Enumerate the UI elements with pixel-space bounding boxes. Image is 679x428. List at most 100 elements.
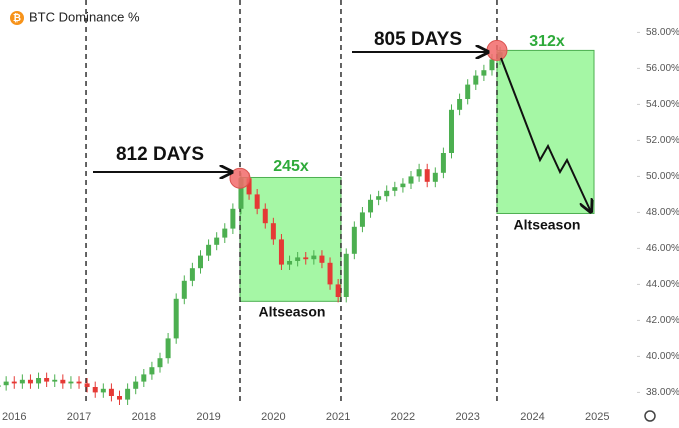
y-tick-label: 40.00% bbox=[646, 351, 679, 362]
bitcoin-icon bbox=[10, 11, 24, 25]
candle-body bbox=[165, 338, 171, 359]
candle-body bbox=[262, 208, 268, 224]
x-tick-label: 2019 bbox=[196, 411, 220, 423]
candle-body bbox=[432, 172, 438, 182]
candle-body bbox=[351, 226, 357, 254]
x-tick-label: 2021 bbox=[326, 411, 350, 423]
candle-body bbox=[52, 379, 58, 382]
candle-body bbox=[392, 187, 398, 191]
x-tick-label: 2018 bbox=[132, 411, 156, 423]
candle-body bbox=[149, 367, 155, 375]
candle-body bbox=[368, 199, 374, 213]
candle-body bbox=[319, 255, 325, 263]
y-tick-label: 44.00% bbox=[646, 279, 679, 290]
candle-body bbox=[27, 379, 33, 384]
candle-body bbox=[141, 374, 147, 382]
peak-marker bbox=[486, 39, 508, 61]
candle-body bbox=[287, 261, 293, 265]
gain-label: 312x bbox=[529, 33, 565, 50]
candle-body bbox=[44, 378, 50, 382]
days-label: 805 DAYS bbox=[374, 29, 462, 50]
candle-body bbox=[327, 262, 333, 285]
candle-body bbox=[60, 379, 66, 384]
candle-body bbox=[311, 255, 317, 260]
candle-body bbox=[343, 253, 349, 297]
candle-body bbox=[230, 208, 236, 229]
y-tick-label: 38.00% bbox=[646, 387, 679, 398]
candle-body bbox=[246, 178, 252, 195]
candle-body bbox=[92, 387, 98, 393]
candle-body bbox=[206, 244, 212, 256]
candle-body bbox=[473, 75, 479, 85]
x-tick-label: 2017 bbox=[67, 411, 91, 423]
candle-body bbox=[117, 396, 123, 400]
altseason-label: Altseason bbox=[259, 304, 326, 320]
candle-body bbox=[303, 257, 309, 260]
candle-body bbox=[416, 169, 422, 177]
candle-body bbox=[197, 255, 203, 269]
candle-body bbox=[400, 183, 406, 188]
settings-icon[interactable] bbox=[644, 410, 656, 422]
x-tick-label: 2016 bbox=[2, 411, 26, 423]
candle-body bbox=[125, 388, 131, 400]
projection-arrow bbox=[500, 57, 591, 212]
chart-title: BTC Dominance % bbox=[29, 9, 140, 24]
candle-body bbox=[100, 388, 106, 393]
y-tick-label: 56.00% bbox=[646, 63, 679, 74]
gain-label: 245x bbox=[273, 158, 309, 175]
candle-body bbox=[359, 212, 365, 227]
candle-body bbox=[0, 385, 1, 387]
y-tick-label: 42.00% bbox=[646, 315, 679, 326]
x-tick-label: 2022 bbox=[391, 411, 415, 423]
y-tick-label: 46.00% bbox=[646, 243, 679, 254]
x-tick-label: 2023 bbox=[455, 411, 479, 423]
candle-body bbox=[11, 381, 17, 384]
candle-body bbox=[448, 109, 454, 153]
candle-body bbox=[254, 194, 260, 209]
candle-body bbox=[157, 358, 163, 368]
y-tick-label: 48.00% bbox=[646, 207, 679, 218]
y-tick-label: 50.00% bbox=[646, 171, 679, 182]
peak-marker bbox=[229, 167, 251, 189]
candle-body bbox=[465, 84, 471, 99]
candle-body bbox=[489, 59, 495, 71]
candle-body bbox=[481, 70, 487, 76]
candle-body bbox=[181, 280, 187, 299]
x-tick-label: 2025 bbox=[585, 411, 609, 423]
candle-body bbox=[19, 379, 25, 384]
candle-body bbox=[238, 178, 244, 209]
candle-body bbox=[376, 196, 382, 200]
y-tick-label: 54.00% bbox=[646, 99, 679, 110]
candle-body bbox=[76, 381, 82, 384]
candle-body bbox=[384, 190, 390, 197]
candle-body bbox=[173, 298, 179, 339]
candle-body bbox=[84, 383, 90, 387]
candle-body bbox=[133, 381, 139, 389]
days-label: 812 DAYS bbox=[116, 144, 204, 165]
bitcoin-symbol: ₿ bbox=[13, 12, 21, 24]
candle-body bbox=[189, 268, 195, 281]
candle-body bbox=[424, 169, 430, 182]
candle-body bbox=[36, 378, 42, 384]
x-tick-label: 2024 bbox=[520, 411, 544, 423]
candle-body bbox=[68, 381, 74, 384]
candle-body bbox=[440, 153, 446, 173]
y-tick-label: 58.00% bbox=[646, 27, 679, 38]
x-tick-label: 2020 bbox=[261, 411, 285, 423]
candle-body bbox=[3, 381, 9, 386]
candle-body bbox=[457, 99, 463, 110]
altseason-label: Altseason bbox=[514, 217, 581, 233]
candle-body bbox=[335, 284, 341, 297]
highlight-box bbox=[496, 49, 595, 214]
candle-body bbox=[214, 237, 220, 245]
candle-body bbox=[108, 388, 114, 396]
candle-body bbox=[278, 239, 284, 265]
marks-layer bbox=[0, 39, 508, 405]
candle-body bbox=[408, 176, 414, 184]
y-tick-label: 52.00% bbox=[646, 135, 679, 146]
annotation-layer: ₿ BTC Dominance % 812 DAYS 805 DAYS 245x… bbox=[10, 9, 656, 422]
candle-body bbox=[222, 228, 228, 238]
candle-body bbox=[295, 257, 301, 261]
